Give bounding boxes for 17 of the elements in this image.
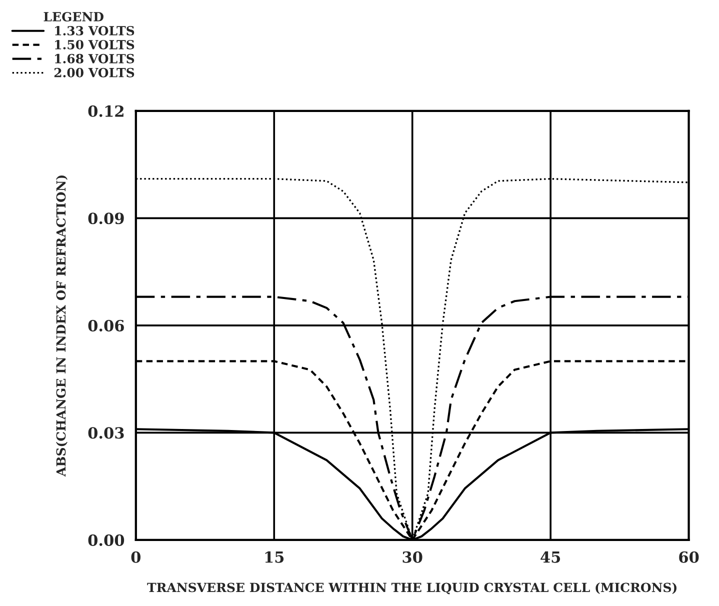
y-tick-label: 0.00: [88, 534, 124, 546]
y-tick-label: 0.12: [88, 105, 124, 117]
x-tick-label: 0: [131, 551, 140, 563]
y-tick-label: 0.06: [88, 320, 124, 332]
x-tick-label: 60: [679, 551, 699, 563]
legend-label: 2.00 VOLTS: [54, 68, 134, 78]
legend-label: 1.33 VOLTS: [55, 26, 134, 36]
x-axis-title: TRANSVERSE DISTANCE WITHIN THE LIQUID CRYSTAL CELL (MICRONS): [147, 582, 676, 594]
x-tick-label: 30: [402, 551, 422, 563]
x-tick-label: 45: [540, 551, 560, 563]
legend-label: 1.50 VOLTS: [55, 40, 134, 50]
legend-title: LEGEND: [44, 12, 104, 22]
y-tick-label: 0.09: [88, 212, 124, 224]
legend-label: 1.68 VOLTS: [55, 54, 134, 64]
y-tick-label: 0.03: [88, 427, 124, 439]
y-axis-title: ABS(CHANGE IN INDEX OF REFRACTION): [56, 175, 68, 477]
x-tick-label: 15: [265, 551, 284, 563]
